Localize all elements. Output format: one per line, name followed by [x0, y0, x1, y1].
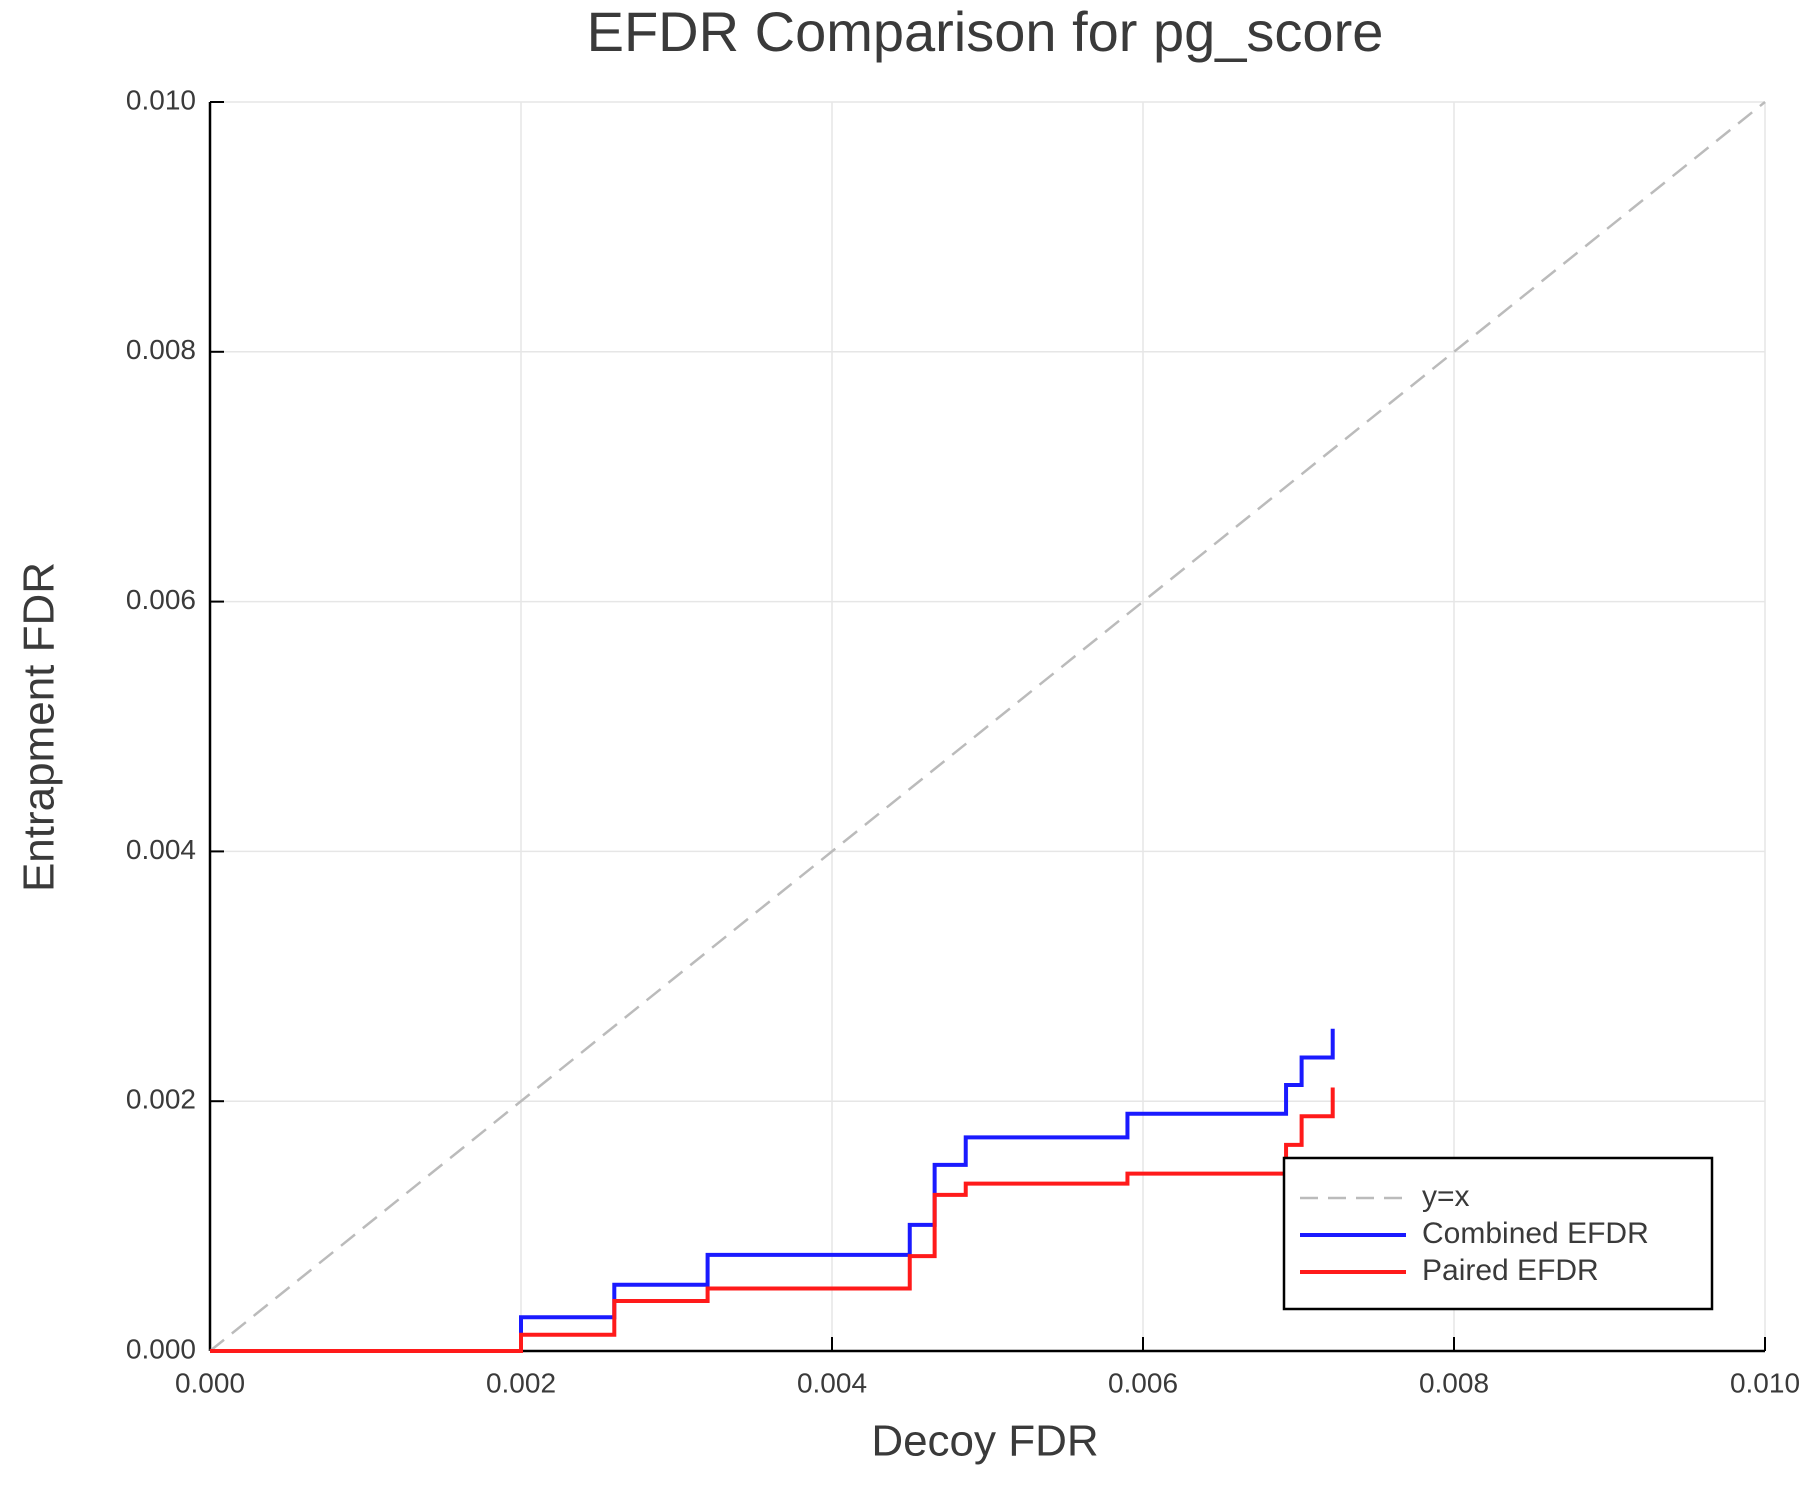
legend-label: Paired EFDR: [1422, 1254, 1599, 1287]
series-line: [210, 1087, 1335, 1353]
x-tick-label: 0.000: [175, 1367, 245, 1398]
y-tick-label: 0.010: [126, 84, 196, 115]
series-line: [210, 1028, 1335, 1353]
x-tick-label: 0.010: [1730, 1367, 1800, 1398]
legend-label: Combined EFDR: [1422, 1217, 1649, 1250]
y-tick-label: 0.006: [126, 584, 196, 615]
x-axis-label: Decoy FDR: [871, 1417, 1098, 1466]
y-tick-label: 0.004: [126, 834, 196, 865]
y-tick-label: 0.002: [126, 1084, 196, 1115]
x-tick-label: 0.008: [1419, 1367, 1489, 1398]
y-axis-label: Entrapment FDR: [15, 562, 64, 892]
chart-title: EFDR Comparison for pg_score: [587, 0, 1384, 63]
y-tick-label: 0.000: [126, 1333, 196, 1364]
y-tick-label: 0.008: [126, 334, 196, 365]
series-line: [209, 101, 1766, 1352]
x-tick-label: 0.004: [797, 1367, 867, 1398]
legend-label: y=x: [1422, 1180, 1470, 1213]
x-tick-label: 0.006: [1108, 1367, 1178, 1398]
x-tick-label: 0.002: [486, 1367, 556, 1398]
